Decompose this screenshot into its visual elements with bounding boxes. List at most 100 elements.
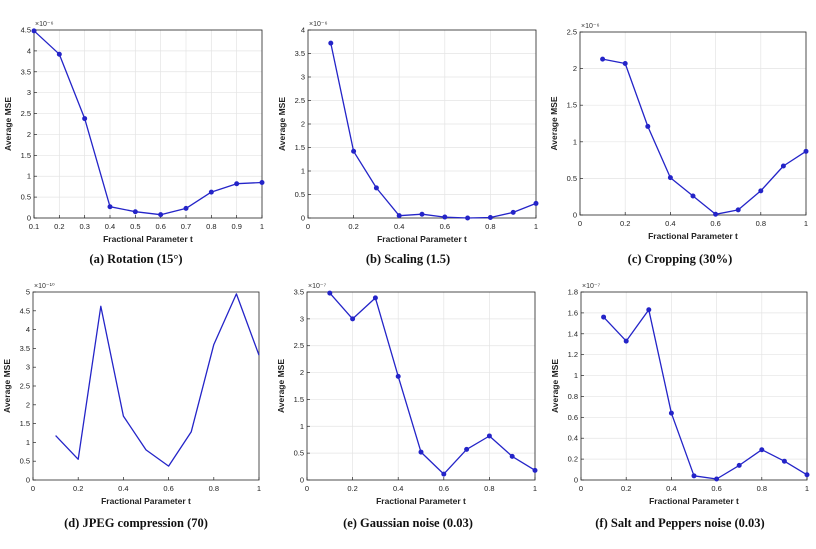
x-tick-label: 0.9 bbox=[231, 222, 241, 231]
x-tick-label: 0.3 bbox=[79, 222, 89, 231]
y-tick-label: 0.5 bbox=[20, 457, 30, 466]
caption-d: (d) JPEG compression (70) bbox=[64, 516, 208, 530]
x-tick-label: 0.4 bbox=[105, 222, 115, 231]
x-axis-label: Fractional Parameter t bbox=[377, 234, 467, 244]
y-tick-label: 2.5 bbox=[295, 96, 305, 105]
y-tick-label: 3.5 bbox=[295, 49, 305, 58]
x-axis-label: Fractional Parameter t bbox=[648, 231, 738, 241]
x-tick-label: 0.2 bbox=[348, 222, 358, 231]
data-point bbox=[158, 212, 164, 218]
y-tick-label: 2 bbox=[301, 120, 305, 129]
y-tick-label: 1 bbox=[26, 438, 30, 447]
y-tick-label: 0 bbox=[300, 476, 304, 485]
data-point bbox=[781, 458, 787, 464]
exponent-label: ×10⁻⁷ bbox=[308, 283, 327, 290]
x-tick-label: 0.6 bbox=[710, 219, 720, 228]
data-point bbox=[82, 116, 88, 122]
y-tick-label: 1.5 bbox=[294, 395, 304, 404]
x-tick-label: 0.6 bbox=[711, 484, 721, 493]
data-point bbox=[532, 467, 538, 473]
y-tick-label: 0 bbox=[574, 476, 578, 485]
chart-f: 0 0.2 0.4 0.6 0.8 1 0 0.2 0.4 0.6 0.8 1 1.2 1.4 1.6 1.8… bbox=[550, 283, 810, 506]
x-tick-label: 0 bbox=[31, 484, 35, 493]
y-tick-label: 2 bbox=[26, 400, 30, 409]
caption-b: (b) Scaling (1.5) bbox=[365, 252, 451, 266]
x-tick-label: 0.8 bbox=[485, 222, 495, 231]
series-line bbox=[603, 309, 808, 480]
x-tick-label: 0 bbox=[305, 484, 309, 493]
y-tick-label: 0 bbox=[301, 214, 305, 223]
data-point bbox=[56, 51, 62, 57]
x-tick-label: 0.6 bbox=[439, 484, 449, 493]
y-tick-label: 0.2 bbox=[568, 455, 578, 464]
data-point bbox=[31, 28, 37, 34]
data-point bbox=[328, 40, 334, 46]
x-tick-label: 0 bbox=[306, 222, 310, 231]
x-tick-label: 0.5 bbox=[130, 222, 140, 231]
y-axis-label: Average MSE bbox=[3, 97, 13, 151]
x-tick-label: 0.2 bbox=[54, 222, 64, 231]
y-tick-label: 2 bbox=[27, 130, 31, 139]
x-tick-label: 1 bbox=[257, 484, 261, 493]
y-tick-label: 1 bbox=[301, 167, 305, 176]
y-tick-label: 1 bbox=[27, 172, 31, 181]
x-tick-label: 1 bbox=[533, 484, 537, 493]
y-tick-label: 3.5 bbox=[21, 67, 31, 76]
y-tick-label: 2.5 bbox=[294, 341, 304, 350]
y-tick-label: 2 bbox=[573, 64, 577, 73]
data-point bbox=[396, 213, 402, 219]
y-tick-label: 0 bbox=[27, 214, 31, 223]
data-point bbox=[509, 453, 515, 459]
y-axis-label: Average MSE bbox=[549, 96, 559, 150]
y-tick-label: 1 bbox=[573, 137, 577, 146]
data-point bbox=[208, 189, 214, 195]
y-tick-label: 3 bbox=[27, 88, 31, 97]
data-point bbox=[395, 373, 401, 379]
x-tick-label: 0 bbox=[579, 484, 583, 493]
axes-box bbox=[579, 31, 807, 216]
y-tick-label: 4 bbox=[27, 46, 31, 55]
y-axis-label: Average MSE bbox=[276, 359, 286, 413]
axes-box bbox=[580, 291, 808, 481]
data-point bbox=[714, 476, 720, 482]
data-point bbox=[183, 205, 189, 211]
y-tick-label: 1.5 bbox=[20, 419, 30, 428]
y-tick-label: 0 bbox=[26, 476, 30, 485]
data-point bbox=[691, 473, 697, 479]
data-point bbox=[419, 211, 425, 217]
y-tick-label: 1.5 bbox=[295, 143, 305, 152]
x-axis-label: Fractional Parameter t bbox=[649, 496, 739, 506]
data-point bbox=[758, 188, 764, 194]
x-tick-label: 0.8 bbox=[206, 222, 216, 231]
x-tick-label: 0.4 bbox=[118, 484, 128, 493]
x-tick-label: 0.2 bbox=[73, 484, 83, 493]
x-tick-label: 0.6 bbox=[155, 222, 165, 231]
x-tick-label: 0.6 bbox=[440, 222, 450, 231]
data-point bbox=[668, 410, 674, 416]
series-line bbox=[602, 58, 807, 215]
chart-d: 0 0.2 0.4 0.6 0.8 1 0 0.5 1 1.5 2 2.5 3 3.5 4 4.5 5 ×10⁻¹… bbox=[2, 282, 261, 506]
data-point bbox=[600, 56, 606, 62]
x-tick-label: 0.4 bbox=[666, 484, 676, 493]
exponent-label: ×10⁻¹⁰ bbox=[34, 282, 55, 290]
data-point bbox=[623, 338, 629, 344]
y-tick-label: 0.5 bbox=[21, 193, 31, 202]
data-point bbox=[234, 181, 240, 187]
data-point bbox=[735, 207, 741, 213]
exponent-label: ×10⁻⁶ bbox=[309, 21, 328, 28]
chart-e: 0 0.2 0.4 0.6 0.8 1 0 0.5 1 1.5 2 2.5 3 3.5 ×10⁻⁷ Fract… bbox=[276, 283, 538, 506]
caption-f: (f) Salt and Peppers noise (0.03) bbox=[595, 516, 765, 530]
y-tick-label: 0.4 bbox=[568, 434, 578, 443]
series-line bbox=[330, 43, 537, 219]
data-point bbox=[441, 471, 447, 477]
y-axis-label: Average MSE bbox=[550, 359, 560, 413]
x-tick-label: 0.4 bbox=[665, 219, 675, 228]
y-axis-label: Average MSE bbox=[2, 359, 12, 413]
exponent-label: ×10⁻⁷ bbox=[582, 283, 601, 290]
x-axis-label: Fractional Parameter t bbox=[376, 496, 466, 506]
y-tick-label: 1.5 bbox=[567, 101, 577, 110]
data-point bbox=[622, 60, 628, 66]
x-axis-label: Fractional Parameter t bbox=[101, 496, 191, 506]
data-point bbox=[601, 314, 607, 320]
